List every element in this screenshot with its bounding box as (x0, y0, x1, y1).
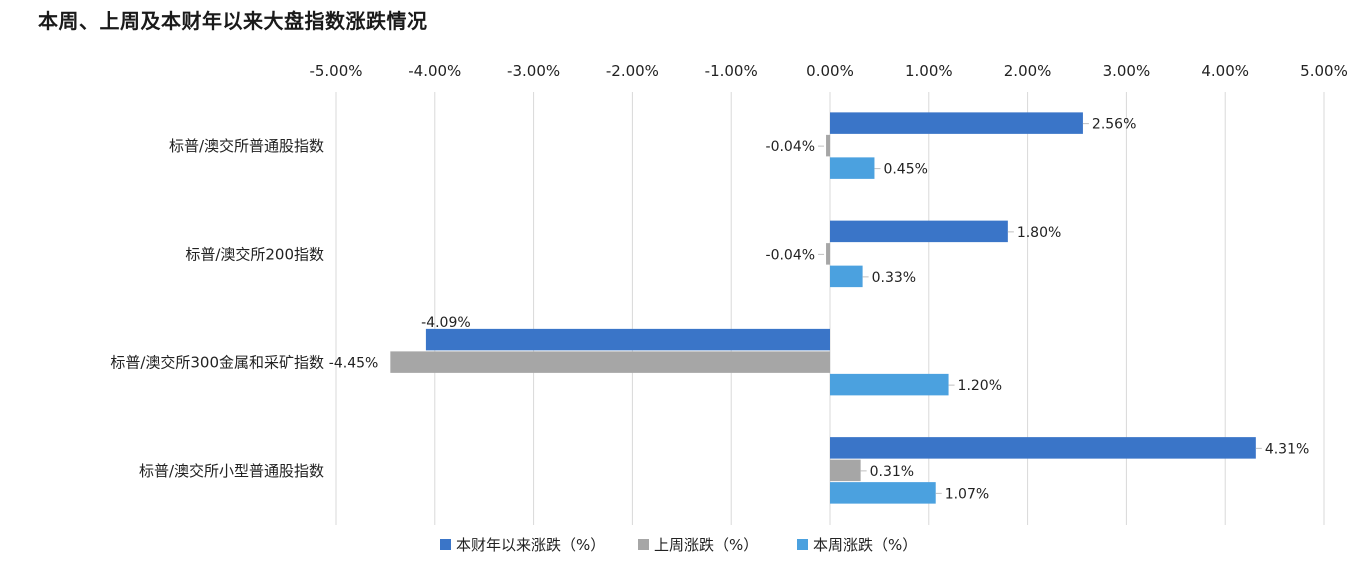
bar (830, 112, 1083, 134)
x-tick-label: 0.00% (806, 62, 854, 80)
legend-label: 本周涨跌（%） (813, 536, 917, 554)
bar (826, 134, 830, 157)
category-label: 标普/澳交所普通股指数 (169, 137, 324, 155)
x-tick-label: -4.00% (408, 62, 461, 80)
bar (425, 328, 830, 351)
data-label: 0.45% (883, 162, 927, 178)
data-label: 0.33% (872, 270, 916, 286)
bar (830, 157, 875, 179)
data-label: 1.20% (958, 378, 1002, 394)
x-tick-label: 1.00% (905, 62, 953, 80)
data-label: -4.09% (421, 315, 471, 331)
legend-label: 上周涨跌（%） (654, 536, 758, 554)
x-tick-label: -3.00% (507, 62, 560, 80)
x-tick-label: -2.00% (606, 62, 659, 80)
bar (826, 243, 830, 265)
x-tick-label: -1.00% (705, 62, 758, 80)
data-label: 1.80% (1017, 225, 1061, 241)
chart-title: 本周、上周及本财年以来大盘指数涨跌情况 (38, 9, 428, 33)
legend-swatch (797, 539, 808, 550)
x-tick-label: -5.00% (309, 62, 362, 80)
data-label: -0.04% (766, 139, 816, 155)
data-label: -4.45% (329, 356, 379, 372)
legend-swatch (638, 539, 649, 550)
category-label: 标普/澳交所小型普通股指数 (139, 462, 324, 480)
x-tick-label: 3.00% (1103, 62, 1151, 80)
data-label: 2.56% (1092, 117, 1136, 133)
x-tick-label: 5.00% (1300, 62, 1348, 80)
bar (830, 265, 863, 288)
category-label: 标普/澳交所200指数 (185, 245, 324, 263)
data-label: 4.31% (1265, 441, 1309, 457)
x-tick-label: 4.00% (1201, 62, 1249, 80)
x-tick-label: 2.00% (1004, 62, 1052, 80)
bar (830, 459, 861, 482)
category-label: 标普/澳交所300金属和采矿指数 (110, 354, 324, 372)
bar (390, 351, 830, 373)
data-label: 0.31% (870, 464, 914, 480)
bar (830, 482, 936, 504)
legend-swatch (440, 539, 451, 550)
data-label: -0.04% (766, 247, 816, 263)
bar (830, 373, 949, 396)
data-label: 1.07% (945, 486, 989, 502)
bar (830, 220, 1008, 243)
bar (830, 437, 1256, 459)
legend-label: 本财年以来涨跌（%） (456, 536, 605, 554)
